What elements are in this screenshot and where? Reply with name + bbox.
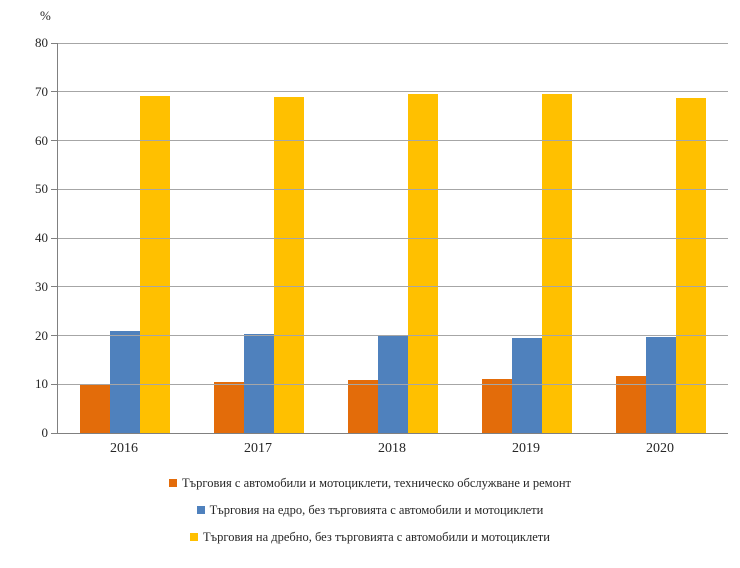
bar xyxy=(616,376,646,433)
bar xyxy=(542,94,572,433)
bar-group xyxy=(594,43,728,433)
legend-label: Търговия с автомобили и мотоциклети, тех… xyxy=(182,475,571,490)
bar xyxy=(244,333,274,433)
bar xyxy=(348,380,378,433)
legend-label: Търговия на едро, без търговията с автом… xyxy=(209,502,544,517)
x-tick-label: 2018 xyxy=(378,441,406,456)
gridline xyxy=(58,188,728,190)
bar xyxy=(140,96,170,433)
y-tick-mark xyxy=(51,188,57,190)
plot-area xyxy=(51,42,728,434)
bar-groups xyxy=(58,43,728,433)
bar xyxy=(482,378,512,433)
y-tick-mark xyxy=(51,335,57,336)
legend-item: Търговия на дребно, без търговията с авт… xyxy=(190,528,550,546)
bar-group xyxy=(58,43,192,433)
legend-label: Търговия на дребно, без търговията с авт… xyxy=(203,529,550,544)
y-axis-unit-label: % xyxy=(40,8,51,23)
legend-swatch xyxy=(190,533,199,541)
bar xyxy=(214,381,244,433)
bar xyxy=(676,97,706,433)
y-tick-label: 10 xyxy=(35,376,48,392)
y-tick-label: 30 xyxy=(35,278,48,294)
y-tick-mark xyxy=(51,140,57,141)
y-tick-mark xyxy=(51,91,57,93)
bar-group xyxy=(192,43,326,433)
y-tick-label: 80 xyxy=(35,35,48,50)
x-tick-label: 2017 xyxy=(244,441,272,456)
gridline xyxy=(58,140,728,141)
y-tick-label: 40 xyxy=(35,230,48,245)
legend-item: Търговия с автомобили и мотоциклети, тех… xyxy=(169,474,571,492)
bar-group xyxy=(326,43,460,433)
y-tick-label: 0 xyxy=(41,425,49,440)
y-axis: 0 10 20 30 40 50 60 70 80 xyxy=(0,35,48,440)
gridline xyxy=(58,286,728,288)
gridline xyxy=(58,42,728,44)
y-tick-mark xyxy=(51,383,57,385)
x-axis-labels: 2016 2017 2018 2019 2020 xyxy=(57,441,727,457)
bar xyxy=(512,337,542,433)
bar xyxy=(80,384,110,433)
y-tick-label: 20 xyxy=(35,327,48,343)
x-tick-label: 2019 xyxy=(512,441,540,456)
legend-swatch xyxy=(169,479,178,487)
legend-item: Търговия на едро, без търговията с автом… xyxy=(196,501,544,519)
y-tick-label: 50 xyxy=(35,181,48,197)
legend: Търговия с автомобили и мотоциклети, тех… xyxy=(0,474,740,555)
legend-swatch xyxy=(196,506,205,514)
y-tick-label: 70 xyxy=(35,83,48,99)
gridline xyxy=(58,91,728,93)
y-tick-mark xyxy=(51,286,57,288)
bar xyxy=(110,331,140,433)
bar xyxy=(274,97,304,433)
x-tick-label: 2016 xyxy=(110,441,138,456)
y-tick-mark xyxy=(51,42,57,44)
bar xyxy=(646,337,676,433)
gridline xyxy=(58,335,728,336)
y-tick-label: 60 xyxy=(35,132,48,148)
y-tick-mark xyxy=(51,237,57,239)
y-tick-mark xyxy=(51,432,57,434)
gridline xyxy=(58,237,728,239)
bar-group xyxy=(460,43,594,433)
x-tick-label: 2020 xyxy=(646,441,674,456)
gridline xyxy=(58,383,728,385)
bar xyxy=(408,94,438,433)
